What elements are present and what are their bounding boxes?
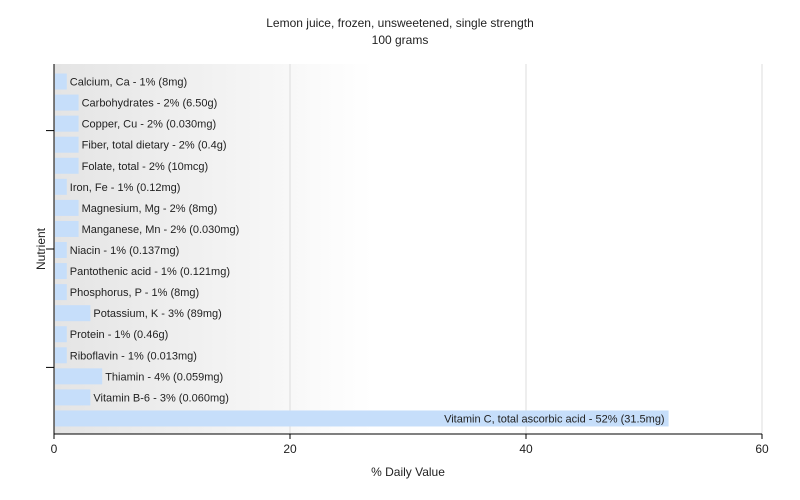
bar-label-4: Folate, total - 2% (10mcg) <box>82 161 209 173</box>
bar-label-8: Niacin - 1% (0.137mg) <box>70 245 179 257</box>
bar-labels: Calcium, Ca - 1% (8mg) Carbohydrates - 2%… <box>70 77 665 426</box>
bar-3 <box>55 136 79 153</box>
x-tick-label-0: 0 <box>51 442 58 456</box>
bars <box>55 73 669 427</box>
bar-label-16: Vitamin C, total ascorbic acid - 52% (31… <box>444 413 665 425</box>
bar-1 <box>55 94 79 111</box>
x-axis-label: % Daily Value <box>371 465 445 479</box>
bar-label-2: Copper, Cu - 2% (0.030mg) <box>82 119 217 131</box>
bar-label-3: Fiber, total dietary - 2% (0.4g) <box>82 140 227 152</box>
bar-10 <box>55 284 67 301</box>
bar-label-12: Protein - 1% (0.46g) <box>70 329 168 341</box>
bar-15 <box>55 389 91 406</box>
bar-label-5: Iron, Fe - 1% (0.12mg) <box>70 182 181 194</box>
gridlines <box>289 64 763 434</box>
bar-label-15: Vitamin B-6 - 3% (0.060mg) <box>93 392 229 404</box>
bar-7 <box>55 220 79 237</box>
bar-label-14: Thiamin - 4% (0.059mg) <box>105 371 223 383</box>
y-axis-label: Nutrient <box>34 227 48 270</box>
bar-9 <box>55 263 67 280</box>
bar-label-11: Potassium, K - 3% (89mg) <box>93 308 221 320</box>
chart-subtitle: 100 grams <box>372 33 429 47</box>
bar-13 <box>55 347 67 364</box>
bar-label-1: Carbohydrates - 2% (6.50g) <box>82 98 218 110</box>
bar-14 <box>55 368 103 385</box>
bar-8 <box>55 242 67 258</box>
bar-0 <box>55 73 67 90</box>
x-tick-label-1: 20 <box>283 442 297 456</box>
x-ticks: 0 20 40 60 <box>51 434 769 456</box>
bar-12 <box>55 326 67 343</box>
chart-title: Lemon juice, frozen, unsweetened, single… <box>266 16 534 30</box>
bar-label-6: Magnesium, Mg - 2% (8mg) <box>82 203 218 215</box>
axes <box>46 64 762 435</box>
bar-label-10: Phosphorus, P - 1% (8mg) <box>70 287 199 299</box>
bar-label-0: Calcium, Ca - 1% (8mg) <box>70 77 187 89</box>
bar-label-9: Pantothenic acid - 1% (0.121mg) <box>70 266 230 278</box>
bar-4 <box>55 157 79 174</box>
x-tick-label-3: 60 <box>755 442 769 456</box>
bar-2 <box>55 115 79 132</box>
bar-16 <box>55 410 669 427</box>
bar-6 <box>55 199 79 216</box>
bar-5 <box>55 178 67 195</box>
bar-11 <box>55 305 91 322</box>
plot-background <box>54 64 762 434</box>
bar-label-13: Riboflavin - 1% (0.013mg) <box>70 350 197 362</box>
x-tick-label-2: 40 <box>519 442 533 456</box>
bar-label-7: Manganese, Mn - 2% (0.030mg) <box>82 224 240 236</box>
